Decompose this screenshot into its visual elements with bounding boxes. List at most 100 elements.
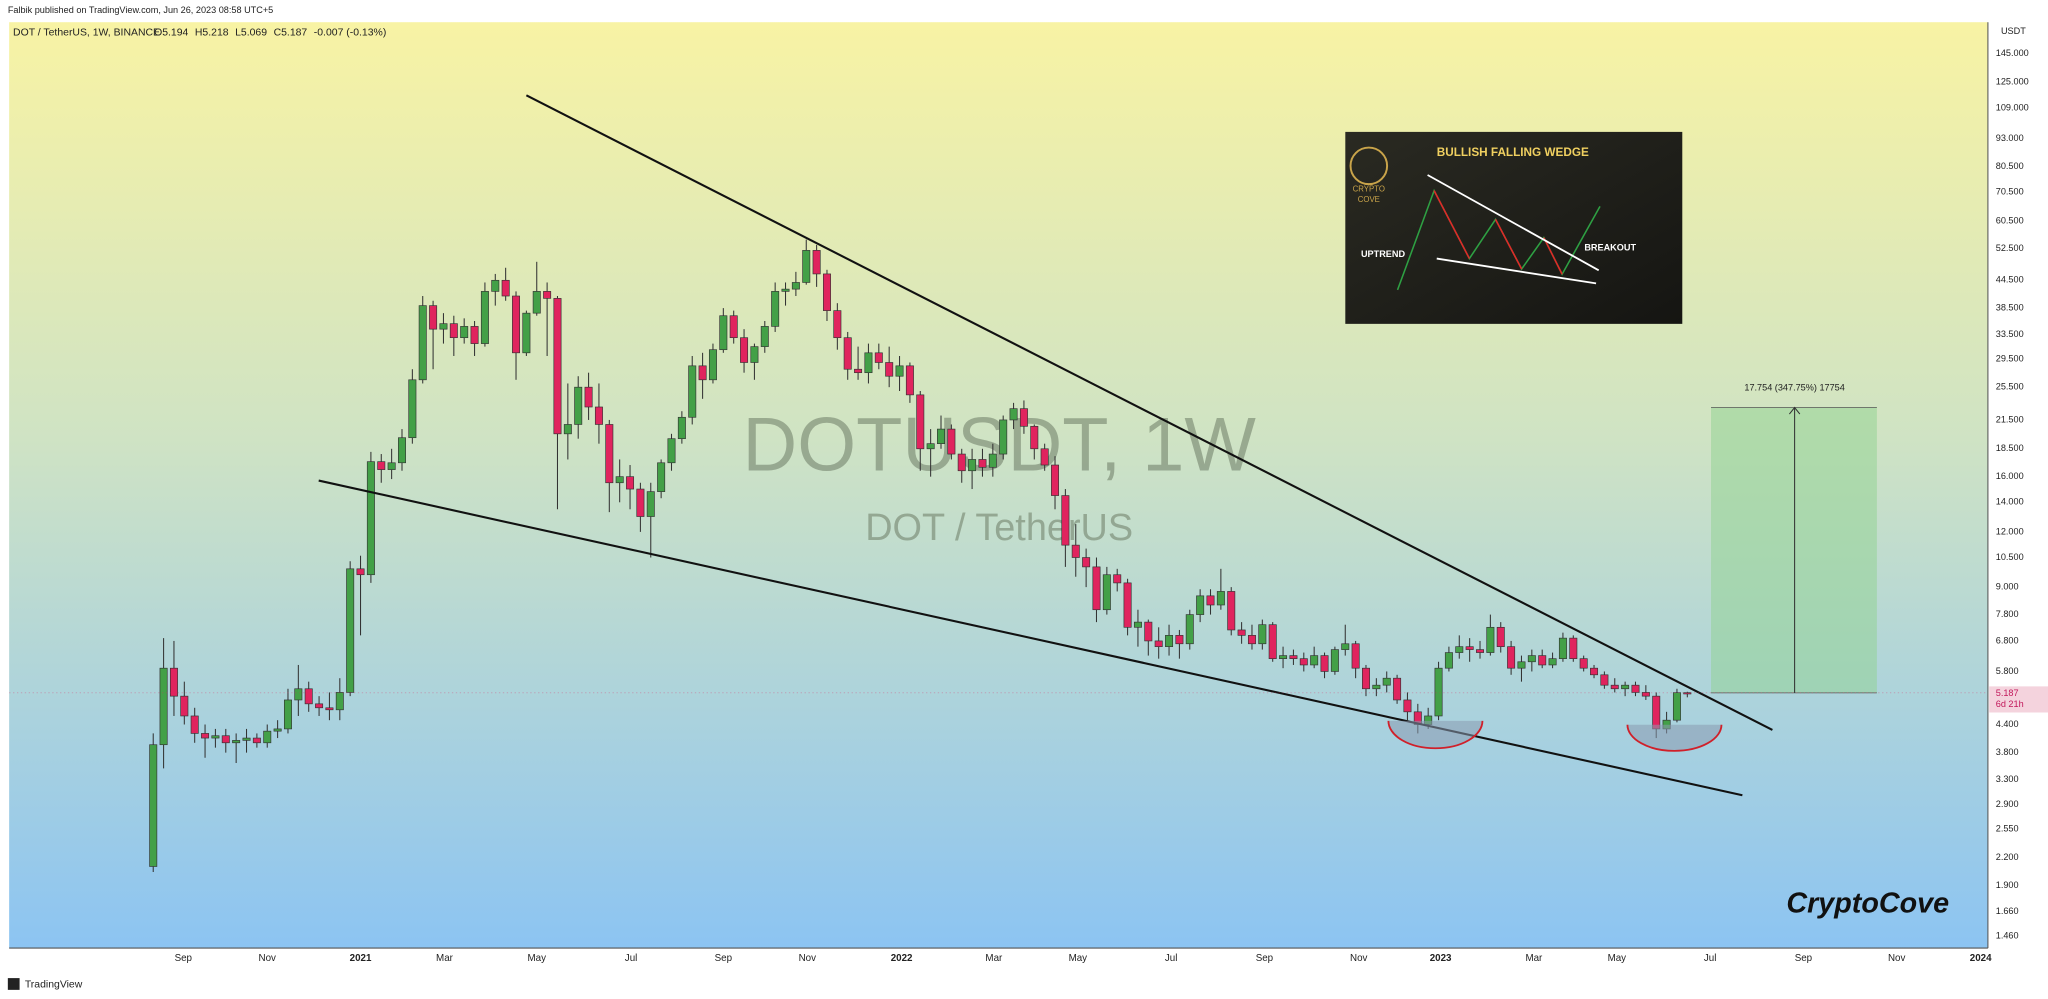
candle-body [439,323,448,330]
countdown: 6d 21h [1996,699,2024,709]
candle-body [563,424,572,435]
candle-body [1610,684,1619,690]
inset-path [1543,237,1563,275]
candle-body [1102,574,1111,611]
candle-body [1476,649,1484,653]
candle-body [1206,595,1215,606]
inset-background [1345,131,1683,324]
candle-body [605,424,614,484]
candle-body [325,707,334,711]
candle-body [304,688,313,705]
candle-body [947,428,956,455]
inset-path [1494,219,1523,270]
candle-body [781,288,790,292]
candle-body [708,349,717,381]
y-tick-label: 10.500 [1996,552,2024,562]
y-tick-label: 1.900 [1996,880,2019,890]
bottom-arc [1626,724,1723,752]
candle-body [366,461,375,576]
candle-body [1299,658,1308,666]
candle-body [1341,643,1350,650]
candle-body [1165,635,1174,647]
candle-body [1061,495,1070,546]
candle-body [1185,614,1194,645]
candle-body [874,352,883,363]
x-tick-label: 2024 [1970,953,1992,964]
candle-body [1030,425,1039,450]
candle-body [1455,646,1464,653]
candle-body [356,568,365,576]
candle-body [543,291,552,299]
candle-body [1258,624,1267,645]
candle-body [864,352,873,374]
y-tick-label: 12.000 [1996,526,2024,536]
y-tick-label: 6.800 [1996,635,2019,645]
ohlc-value: -0.007 (-0.13%) [314,27,387,38]
y-tick-label: 25.500 [1996,382,2024,392]
candle-body [1092,566,1101,611]
y-tick-label: 18.500 [1996,443,2024,453]
ohlc-value: H5.218 [195,27,229,38]
candle-body [1393,677,1402,701]
candle-body [905,365,914,396]
candle-body [1382,677,1391,686]
x-tick-label: Nov [1350,953,1368,964]
y-tick-label: 70.500 [1996,186,2024,196]
inset-wedge [1427,174,1600,272]
candle-body [460,326,469,339]
candle-body [491,279,500,292]
y-tick-label: 44.500 [1996,275,2024,285]
y-tick-label: 2.200 [1996,852,2019,862]
candle-body [626,476,635,490]
candle-body [470,326,479,344]
candle-body [1113,574,1122,584]
candle-body [159,667,168,746]
candle-body [833,310,842,339]
candle-body [1279,655,1288,659]
footer: TradingView [25,979,83,990]
ohlc-value: C5.187 [274,27,308,38]
x-tick-label: May [1608,953,1627,964]
candle-body [1154,640,1163,647]
candle-body [1133,621,1142,628]
candle-body [574,386,583,425]
y-tick-label: 3.300 [1996,774,2019,784]
inset-card: CRYPTO COVE BULLISH FALLING WEDGE UPTREN… [1345,131,1683,324]
candle-body [315,703,324,709]
candle-body [553,298,562,435]
candle-body [273,728,282,732]
x-tick-label: May [1069,953,1088,964]
candle-body [221,735,230,744]
symbol: DOT / TetherUS, 1W, BINANCE [13,27,160,38]
y-tick-label: 93.000 [1996,133,2024,143]
y-tick-label: 4.400 [1996,719,2019,729]
candle-body [1590,667,1599,676]
trendline-lower [318,479,1743,797]
candle-body [1268,624,1277,659]
candle-body [1672,692,1681,721]
x-tick-label: 2021 [350,953,372,964]
candle-body [667,438,676,464]
candle-body [1569,637,1578,659]
candle-body [263,730,272,744]
candle-body [719,315,728,351]
candle-body [760,326,769,347]
y-tick-label: 16.000 [1996,471,2024,481]
candle-body [1496,626,1505,647]
candle-body [1548,658,1557,666]
candle-body [387,462,396,470]
candle-body [398,437,406,464]
price-tag [1989,686,2048,713]
logo-icon [1349,146,1389,186]
inset-label: UPTREND [1361,249,1406,259]
candle-body [532,291,541,314]
candle-body [408,379,417,439]
ohlc-header: O5.194 H5.218 L5.069 C5.187 -0.007 (-0.13%) [154,27,386,38]
candle-body [594,406,603,425]
candle-body [480,291,489,344]
y-tick-label: 21.500 [1996,414,2024,424]
candle-body [149,744,158,867]
candle-body [698,365,707,381]
candle-body [1372,684,1381,690]
candle-body [1621,684,1630,690]
